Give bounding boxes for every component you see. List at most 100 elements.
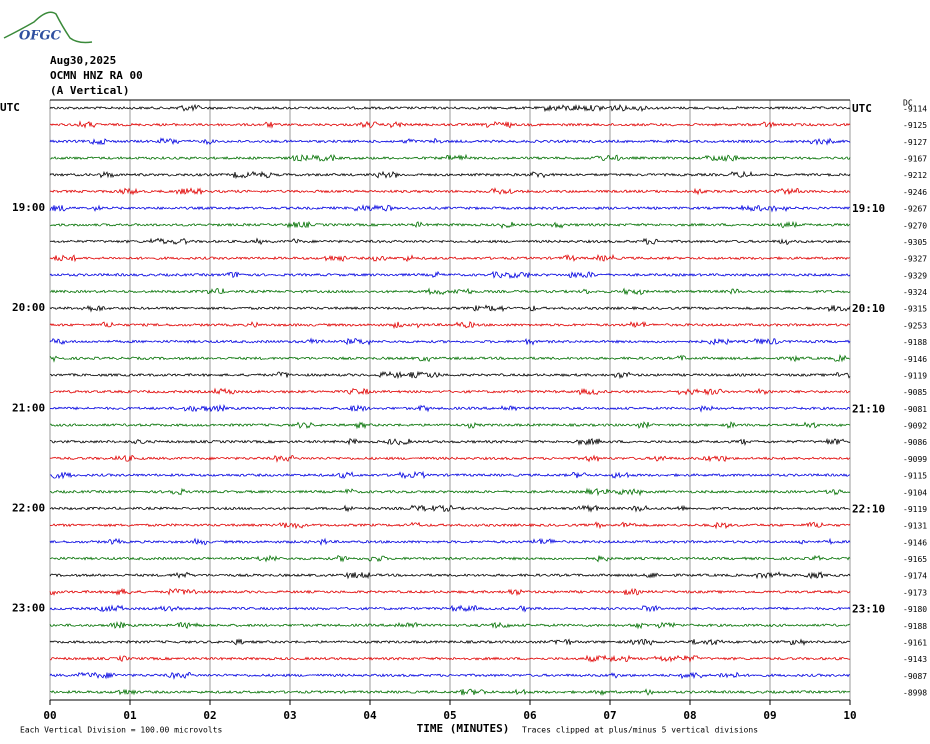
dc-offset: -9246 — [903, 188, 927, 197]
time-label-left: 20:00 — [12, 301, 45, 314]
trace — [49, 554, 851, 563]
dc-offset: -9253 — [903, 321, 927, 330]
dc-offset: -9119 — [903, 371, 927, 380]
trace — [49, 237, 851, 246]
title-line: Aug30,2025 — [50, 54, 116, 67]
x-tick-label: 09 — [763, 709, 776, 722]
dc-offset: -9092 — [903, 422, 927, 431]
dc-offset: -9104 — [903, 488, 927, 497]
time-label-right: 22:10 — [852, 502, 885, 515]
dc-offset: -9180 — [903, 605, 927, 614]
trace — [49, 253, 851, 263]
x-tick-label: 05 — [443, 709, 456, 722]
dc-offset: -9114 — [903, 105, 927, 114]
time-label-right: 23:10 — [852, 603, 885, 616]
dc-offset: -9329 — [903, 271, 927, 280]
trace — [49, 454, 851, 463]
trace — [49, 671, 851, 680]
trace — [49, 354, 851, 363]
x-tick-label: 10 — [843, 709, 856, 722]
dc-offset: -9305 — [903, 238, 927, 247]
trace — [49, 270, 851, 280]
trace — [49, 287, 851, 296]
trace — [49, 571, 851, 580]
note: Each Vertical Division = 100.00 microvol… — [20, 726, 222, 735]
trace — [49, 487, 851, 497]
trace — [49, 103, 851, 113]
dc-offset: -9119 — [903, 505, 927, 514]
dc-offset: -9324 — [903, 288, 927, 297]
dc-offset: -9315 — [903, 305, 927, 314]
trace — [49, 187, 851, 196]
trace — [49, 304, 851, 313]
time-label-right: 21:10 — [852, 402, 885, 415]
dc-offset: -9131 — [903, 522, 927, 531]
trace — [49, 120, 851, 129]
time-label-left: 22:00 — [12, 501, 45, 514]
trace — [49, 604, 851, 613]
trace — [49, 137, 851, 146]
time-label-right: UTC — [852, 102, 872, 115]
dc-offset: -9086 — [903, 438, 927, 447]
trace — [49, 521, 851, 530]
time-label-left: 23:00 — [12, 602, 45, 615]
dc-offset: -9087 — [903, 672, 927, 681]
dc-offset: -9085 — [903, 388, 927, 397]
trace — [49, 370, 851, 380]
x-tick-label: 06 — [523, 709, 537, 722]
dc-offset: -9212 — [903, 171, 927, 180]
trace — [50, 437, 851, 446]
time-label-left: 19:00 — [12, 201, 45, 214]
x-tick-label: 07 — [603, 709, 616, 722]
dc-offset: -9161 — [903, 638, 927, 647]
trace — [49, 620, 851, 630]
x-tick-label: 04 — [363, 709, 377, 722]
trace — [50, 688, 851, 696]
x-tick-label: 03 — [283, 709, 296, 722]
x-axis-label: TIME (MINUTES) — [417, 722, 510, 735]
time-label-right: 20:10 — [852, 302, 885, 315]
trace — [49, 204, 851, 213]
dc-offset: -9143 — [903, 655, 927, 664]
dc-offset: -9115 — [903, 472, 927, 481]
dc-header: DC — [903, 99, 913, 108]
x-tick-label: 00 — [43, 709, 56, 722]
dc-offset: -9146 — [903, 355, 927, 364]
trace — [49, 537, 851, 546]
trace — [50, 421, 851, 430]
trace — [49, 153, 851, 162]
x-tick-label: 08 — [683, 709, 696, 722]
time-label-left: 21:00 — [12, 401, 45, 414]
x-tick-label: 01 — [123, 709, 137, 722]
trace — [49, 587, 851, 597]
trace — [49, 638, 851, 647]
trace — [49, 337, 851, 346]
dc-offset: -9125 — [903, 121, 927, 130]
x-tick-label: 02 — [203, 709, 216, 722]
time-label-right: 19:10 — [852, 202, 885, 215]
dc-offset: -9174 — [903, 572, 927, 581]
dc-offset: -9127 — [903, 138, 927, 147]
trace — [49, 403, 851, 413]
dc-offset: -9188 — [903, 338, 927, 347]
dc-offset: -9327 — [903, 255, 927, 264]
dc-offset: -8998 — [903, 689, 927, 698]
title-line: (A Vertical) — [50, 84, 129, 97]
trace — [49, 321, 851, 330]
note: Traces clipped at plus/minus 5 vertical … — [522, 726, 758, 735]
dc-offset: -9267 — [903, 205, 927, 214]
logo-text: OFGC — [19, 29, 62, 44]
dc-offset: -9188 — [903, 622, 927, 631]
dc-offset: -9167 — [903, 155, 927, 164]
dc-offset: -9270 — [903, 221, 927, 230]
dc-offset: -9165 — [903, 555, 927, 564]
trace — [49, 654, 851, 663]
dc-offset: -9146 — [903, 538, 927, 547]
logo-mark — [3, 11, 93, 44]
dc-offset: -9099 — [903, 455, 927, 464]
time-label-left: UTC — [0, 101, 20, 114]
trace — [49, 504, 851, 513]
trace — [49, 170, 851, 180]
dc-offset: -9081 — [903, 405, 927, 414]
